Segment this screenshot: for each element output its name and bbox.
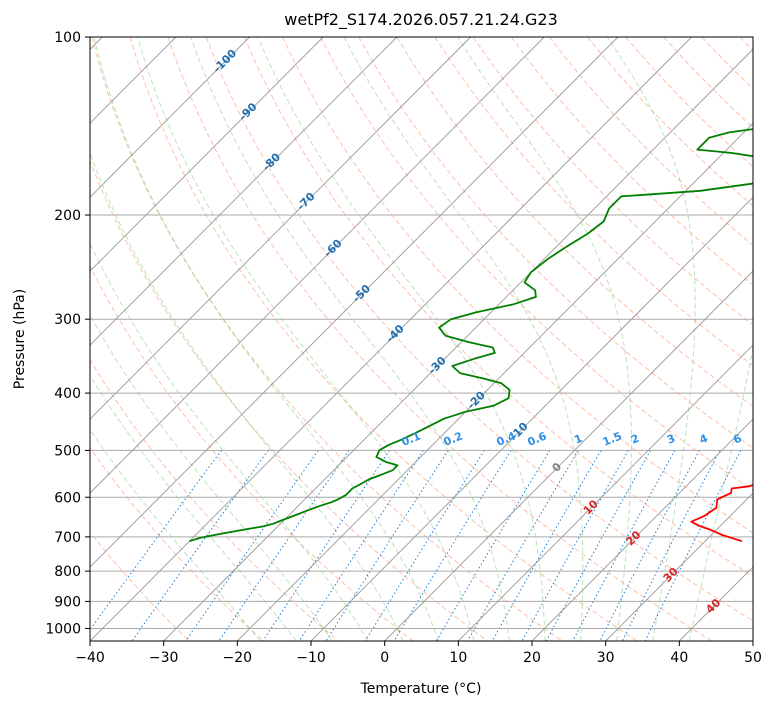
isotherm-line: [458, 344, 753, 641]
mixing-ratio-line: [364, 450, 485, 641]
grid-layer: [90, 37, 753, 641]
dry-adiabat: [510, 37, 753, 286]
moist-adiabat: [190, 37, 510, 641]
dry-adiabat: [90, 531, 190, 641]
moist-adiabat: [90, 313, 333, 641]
y-tick-label: 500: [54, 443, 81, 459]
moist-adiabat: [343, 37, 584, 641]
isotherm-line: [384, 270, 753, 641]
isotherm-line: [310, 196, 753, 641]
isotherm-line: [531, 418, 753, 641]
dry-adiabat: [434, 37, 753, 367]
isotherm-line: [90, 37, 250, 198]
sounding-line: [690, 484, 753, 543]
mixing-ratio-line: [621, 450, 721, 641]
dry-adiabat: [91, 37, 563, 641]
isotherm-line: [163, 48, 753, 641]
dry-adiabat: [472, 37, 753, 326]
mixing-ratio-line: [644, 450, 742, 641]
x-tick-label: 0: [380, 650, 389, 666]
y-tick-label: 300: [54, 312, 81, 328]
x-tick-label: −40: [75, 650, 105, 666]
x-tick-label: 50: [744, 650, 762, 666]
plot-frame: [89, 36, 754, 642]
y-tick-label: 600: [54, 490, 81, 506]
chart-title: wetPf2_S174.2026.057.21.24.G23: [284, 10, 558, 30]
y-tick-label: 900: [54, 594, 81, 610]
x-tick-label: 10: [449, 650, 467, 666]
isotherm-line: [90, 37, 545, 494]
axes-layer: −40 −30 −20 −10 0 10 20 30 40 50 100 200 300 400 500 60…: [45, 30, 762, 666]
moist-adiabat: [137, 37, 475, 641]
dry-adiabat: [90, 446, 264, 641]
sounding-line: [189, 128, 753, 543]
moist-adiabat: [90, 374, 297, 641]
y-tick-label: 100: [54, 30, 81, 46]
moist-adiabat: [93, 37, 439, 641]
y-tick-label: 400: [54, 386, 81, 402]
x-axis-label: Temperature (°C): [360, 681, 482, 697]
dry-adiabat: [90, 264, 414, 641]
x-tick-label: −10: [296, 650, 326, 666]
moist-adiabat: [688, 346, 753, 641]
mixing-ratio-line: [218, 450, 350, 641]
mixing-ratio-label: 2: [629, 432, 641, 447]
isotherm-line: [90, 37, 471, 420]
mixing-ratio-label: 1: [572, 432, 584, 447]
moist-adiabat: [257, 37, 546, 641]
dry-adiabat: [129, 37, 638, 641]
mixing-ratio-line: [521, 450, 629, 641]
mixing-ratio-line: [185, 450, 319, 641]
mixing-ratio-line: [599, 450, 700, 641]
x-tick-label: 30: [597, 650, 615, 666]
dry-adiabat: [282, 37, 753, 534]
dry-adiabat: [90, 358, 339, 641]
y-tick-label: 700: [54, 530, 81, 546]
y-tick-label: 800: [54, 564, 81, 580]
mixing-ratio-line: [262, 450, 391, 641]
moist-adiabat: [90, 242, 369, 641]
moist-adiabat: [606, 37, 696, 641]
x-tick-label: 40: [670, 650, 688, 666]
dry-adiabat: [205, 37, 753, 622]
isotherm-line: [90, 37, 619, 568]
x-tick-label: −20: [223, 650, 253, 666]
series-layer: [189, 128, 753, 543]
mixing-ratio-line: [491, 450, 602, 641]
dry-adiabat: [243, 37, 753, 578]
x-tick-label: 20: [523, 650, 541, 666]
moist-adiabat: [90, 428, 261, 641]
mixing-ratio-line: [545, 450, 651, 641]
mixing-ratio-label: 3: [665, 432, 677, 447]
y-tick-label: 1000: [45, 621, 81, 637]
isotherm-line: [605, 492, 753, 641]
y-axis-label: Pressure (hPa): [12, 289, 28, 389]
dry-adiabat: [90, 159, 488, 641]
isotherm-line: [237, 122, 753, 641]
isotherm-line: [90, 37, 324, 272]
x-tick-label: −30: [149, 650, 179, 666]
isotherm-line: [90, 37, 398, 346]
dry-adiabat: [167, 37, 712, 641]
mixing-ratio-line: [572, 450, 676, 641]
y-tick-label: 200: [54, 208, 81, 224]
moist-adiabat: [90, 151, 404, 641]
